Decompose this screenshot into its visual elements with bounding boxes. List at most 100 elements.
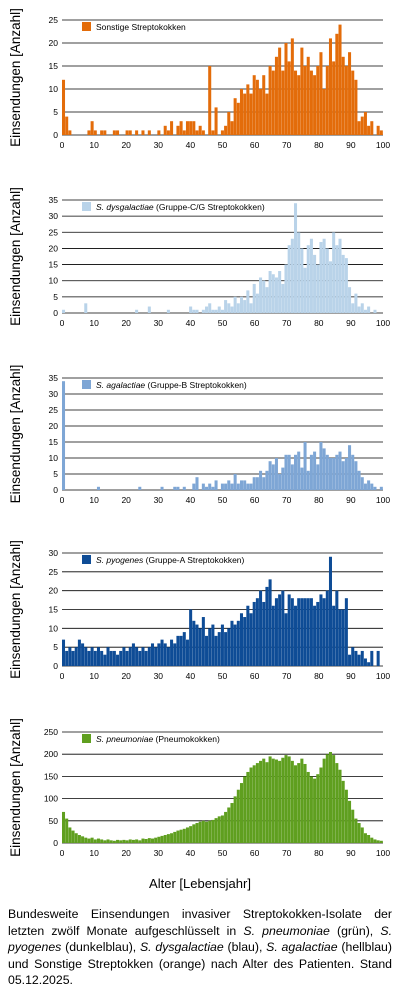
bar — [294, 454, 298, 490]
bar — [179, 121, 183, 135]
x-tick-label: 100 — [376, 140, 390, 150]
bar — [135, 647, 139, 666]
x-tick-label: 10 — [89, 848, 99, 858]
bar — [265, 93, 269, 135]
bar — [309, 776, 313, 843]
bar — [262, 280, 266, 313]
bar — [233, 796, 237, 843]
bar — [163, 125, 167, 135]
bar — [287, 454, 291, 490]
bar — [373, 309, 377, 313]
bar — [100, 839, 104, 843]
bar — [62, 639, 66, 666]
bar — [192, 824, 196, 843]
bar — [271, 758, 275, 843]
x-tick-label: 60 — [250, 848, 260, 858]
y-tick-label: 20 — [49, 586, 59, 596]
x-axis-title: Alter [Lebensjahr] — [149, 876, 251, 891]
x-tick-label: 20 — [121, 318, 131, 328]
bar — [192, 309, 196, 313]
y-tick-label: 250 — [44, 727, 58, 737]
bar — [294, 605, 298, 666]
bar — [265, 470, 269, 490]
y-tick-label: 35 — [49, 195, 59, 205]
bar — [344, 66, 348, 135]
bar — [348, 52, 352, 136]
x-tick-label: 0 — [60, 848, 65, 858]
bar — [284, 454, 288, 490]
x-tick-label: 80 — [314, 318, 324, 328]
x-tick-label: 10 — [89, 318, 99, 328]
y-tick-label: 25 — [49, 227, 59, 237]
bar — [214, 818, 218, 843]
bar — [217, 632, 221, 666]
bar — [306, 771, 310, 843]
bar — [370, 121, 374, 135]
bar — [125, 650, 129, 666]
caption-species-1: S. pneumoniae — [243, 923, 330, 938]
bar — [182, 828, 186, 843]
bar — [351, 809, 355, 843]
bar — [278, 760, 282, 843]
bar — [214, 480, 218, 490]
bar — [128, 130, 132, 135]
bar — [255, 79, 259, 135]
bar — [306, 245, 310, 313]
bar — [192, 620, 196, 666]
bar — [233, 296, 237, 313]
bar — [182, 632, 186, 666]
y-tick-label: 30 — [49, 389, 59, 399]
bar — [379, 840, 383, 843]
bar — [344, 458, 348, 490]
bar — [173, 486, 177, 490]
bar — [246, 771, 250, 843]
bar — [141, 647, 145, 666]
bar — [93, 130, 97, 135]
bar — [278, 47, 282, 135]
bar — [119, 650, 123, 666]
bar — [125, 840, 129, 843]
bar — [195, 823, 199, 843]
x-tick-label: 0 — [60, 671, 65, 681]
bar — [195, 309, 199, 313]
caption-text-1: (grün), — [329, 923, 381, 938]
bar — [128, 839, 132, 843]
bar — [325, 454, 329, 490]
bar — [328, 751, 332, 843]
bar — [306, 56, 310, 135]
bar — [357, 470, 361, 490]
bar — [205, 486, 209, 490]
bar — [252, 601, 256, 666]
bar — [332, 232, 336, 313]
bar — [224, 811, 228, 843]
bar — [141, 838, 145, 843]
caption-species-2: S. pyogenes — [8, 923, 392, 955]
bar — [287, 756, 291, 843]
bar — [278, 594, 282, 666]
bar — [217, 816, 221, 843]
bar — [290, 464, 294, 490]
bar — [348, 654, 352, 666]
x-tick-label: 70 — [282, 671, 292, 681]
bar — [224, 300, 228, 313]
bar — [211, 486, 215, 490]
bar — [363, 483, 367, 490]
bar — [284, 613, 288, 666]
bar — [176, 830, 180, 843]
bar — [220, 130, 224, 135]
bar — [93, 839, 97, 843]
bar — [348, 800, 352, 843]
y-tick-label: 10 — [49, 276, 59, 286]
bar — [278, 271, 282, 313]
legend-label: S. pneumoniae (Pneumokokken) — [96, 734, 220, 744]
bar — [208, 628, 212, 666]
bar — [224, 483, 228, 490]
bar — [309, 598, 313, 666]
x-tick-label: 100 — [376, 318, 390, 328]
bar — [176, 486, 180, 490]
bar — [233, 624, 237, 666]
bar — [100, 130, 104, 135]
bar — [335, 245, 339, 313]
bar — [376, 840, 380, 843]
bar — [335, 33, 339, 135]
